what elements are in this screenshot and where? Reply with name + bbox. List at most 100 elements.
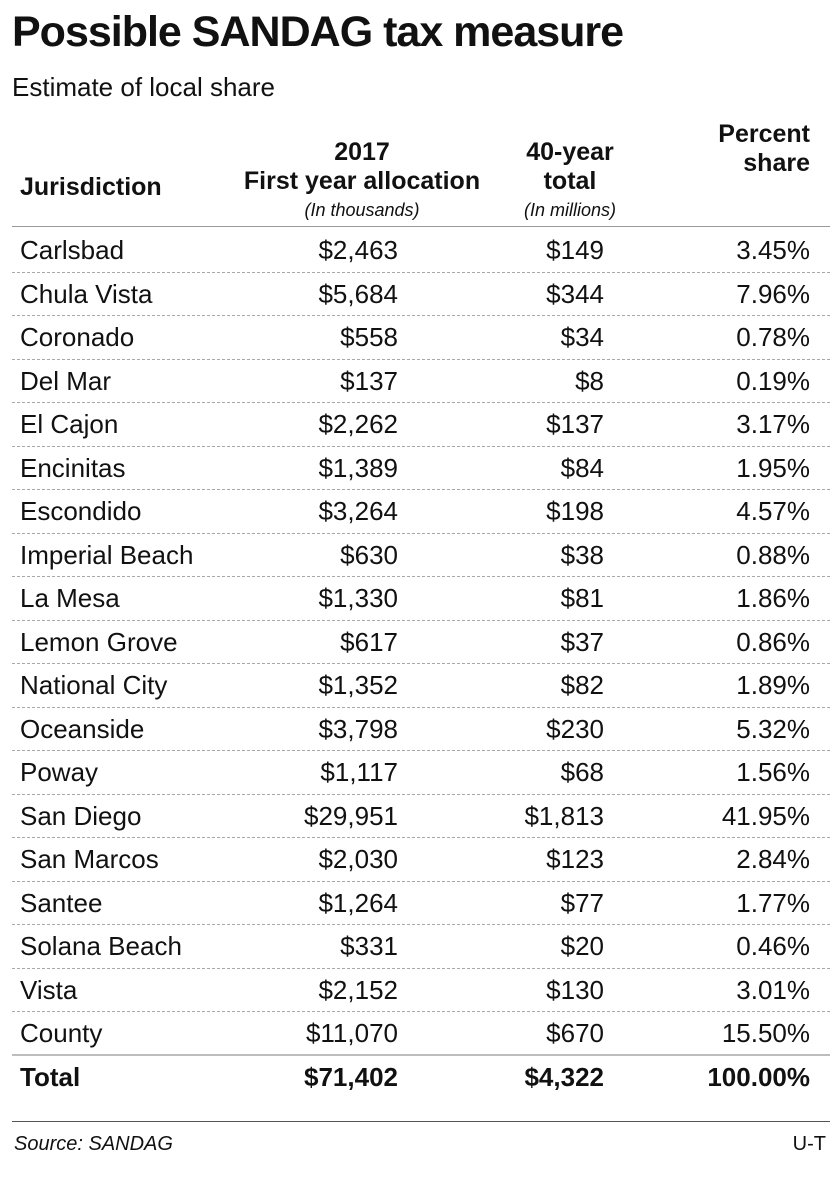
total-label: Total [20,1062,81,1092]
header-share: Percent share [680,118,810,222]
cell-allocation: $1,389 [318,452,398,483]
header-jurisdiction-label: Jurisdiction [20,172,162,201]
cell-jurisdiction: Encinitas [20,452,126,483]
cell-jurisdiction: Solana Beach [20,931,182,961]
credit-label: U-T [792,1133,826,1155]
table-row: Escondido $3,264 $198 4.57% [12,490,830,534]
cell-forty-year-total: $38 [560,539,604,570]
table-row: Poway $1,117 $68 1.56% [12,751,830,795]
cell-jurisdiction: San Diego [20,800,142,831]
cell-percent-share: 3.17% [736,409,810,439]
cell-jurisdiction: County [20,1018,103,1048]
cell-forty-year-total: $34 [560,322,604,352]
header-share-line2: share [743,149,810,177]
cell-forty-year-total: $137 [546,409,604,439]
cell-allocation: $2,030 [318,844,398,874]
cell-jurisdiction: Imperial Beach [20,539,194,570]
cell-allocation: $558 [340,322,398,352]
table-row: Vista $2,152 $130 3.01% [12,969,830,1012]
cell-jurisdiction: La Mesa [20,583,120,613]
source-note: Source: SANDAG [14,1133,173,1155]
table-row: Santee $1,264 $77 1.77% [12,882,830,925]
page-subtitle: Estimate of local share [12,72,276,102]
cell-allocation: $5,684 [318,278,398,309]
table-row: La Mesa $1,330 $81 1.86% [12,577,830,621]
cell-allocation: $2,463 [318,235,398,265]
table-row: San Marcos $2,030 $123 2.84% [12,838,830,882]
cell-jurisdiction: Escondido [20,496,142,526]
total-share: 100.00% [707,1062,810,1092]
cell-allocation: $630 [340,539,398,570]
cell-forty-year-total: $130 [546,974,604,1005]
table-row: Del Mar $137 $8 0.19% [12,360,830,403]
table-row: Encinitas $1,389 $84 1.95% [12,447,830,490]
header-total: 40-year total (In millions) [480,118,660,222]
cell-jurisdiction: Vista [20,974,78,1005]
table-row: Oceanside $3,798 $230 5.32% [12,708,830,751]
cell-allocation: $331 [340,931,398,961]
total-forty-year: $4,322 [524,1062,604,1092]
cell-allocation: $3,798 [318,713,398,744]
header-allocation-year: 2017 [334,138,390,166]
cell-percent-share: 41.95% [721,800,810,831]
cell-forty-year-total: $1,813 [524,800,604,831]
cell-jurisdiction: Oceanside [20,713,145,744]
cell-jurisdiction: Poway [20,757,99,787]
cell-forty-year-total: $77 [560,887,604,918]
cell-jurisdiction: Chula Vista [20,278,153,309]
table-body: Carlsbad $2,463 $149 3.45% Chula Vista $5,684… [12,229,830,1056]
cell-jurisdiction: Santee [20,887,103,918]
cell-jurisdiction: Lemon Grove [20,626,178,657]
cell-forty-year-total: $37 [560,626,604,657]
cell-jurisdiction: National City [20,670,168,700]
header-allocation-unit: (In thousands) [304,200,420,220]
cell-allocation: $11,070 [305,1018,398,1048]
cell-percent-share: 0.88% [736,539,810,570]
header-divider [12,226,830,227]
table-row: Carlsbad $2,463 $149 3.45% [12,229,830,273]
cell-forty-year-total: $149 [546,235,604,265]
cell-jurisdiction: El Cajon [20,409,119,439]
cell-percent-share: 7.96% [736,278,810,309]
header-allocation-label: First year allocation [243,167,481,195]
table-row: Solana Beach $331 $20 0.46% [12,925,830,969]
table-row: Chula Vista $5,684 $344 7.96% [12,273,830,316]
header-total-unit: (In millions) [523,200,616,220]
cell-percent-share: 0.86% [736,626,810,657]
table-row: El Cajon $2,262 $137 3.17% [12,403,830,447]
cell-jurisdiction: Carlsbad [20,235,125,265]
header-share-line1: Percent [718,120,810,148]
cell-forty-year-total: $230 [546,713,604,744]
cell-forty-year-total: $84 [560,452,604,483]
cell-allocation: $1,264 [318,887,398,918]
header-total-line2: total [543,167,597,195]
total-allocation: $71,402 [304,1062,398,1092]
cell-forty-year-total: $20 [560,931,604,961]
cell-percent-share: 3.45% [736,235,810,265]
cell-percent-share: 4.57% [736,496,810,526]
cell-allocation: $1,117 [320,757,398,787]
cell-forty-year-total: $344 [546,278,604,309]
header-total-line1: 40-year [526,138,614,166]
header-allocation: 2017 First year allocation (In thousands… [232,118,492,222]
cell-forty-year-total: $123 [546,844,604,874]
cell-allocation: $29,951 [304,800,398,831]
cell-percent-share: 1.95% [736,452,810,483]
cell-allocation: $2,262 [318,409,398,439]
table-row: Lemon Grove $617 $37 0.86% [12,621,830,664]
cell-forty-year-total: $68 [560,757,604,787]
cell-percent-share: 15.50% [721,1018,810,1048]
cell-forty-year-total: $198 [546,496,604,526]
header-jurisdiction: Jurisdiction [20,118,280,222]
cell-allocation: $137 [340,365,398,396]
footer-divider [12,1121,830,1122]
table-row: San Diego $29,951 $1,813 41.95% [12,795,830,838]
table-row: National City $1,352 $82 1.89% [12,664,830,708]
cell-allocation: $1,330 [318,583,398,613]
cell-jurisdiction: San Marcos [20,844,159,874]
cell-percent-share: 0.19% [736,365,810,396]
cell-forty-year-total: $8 [575,365,604,396]
cell-allocation: $1,352 [318,670,398,700]
table-row: Imperial Beach $630 $38 0.88% [12,534,830,577]
cell-forty-year-total: $82 [560,670,604,700]
